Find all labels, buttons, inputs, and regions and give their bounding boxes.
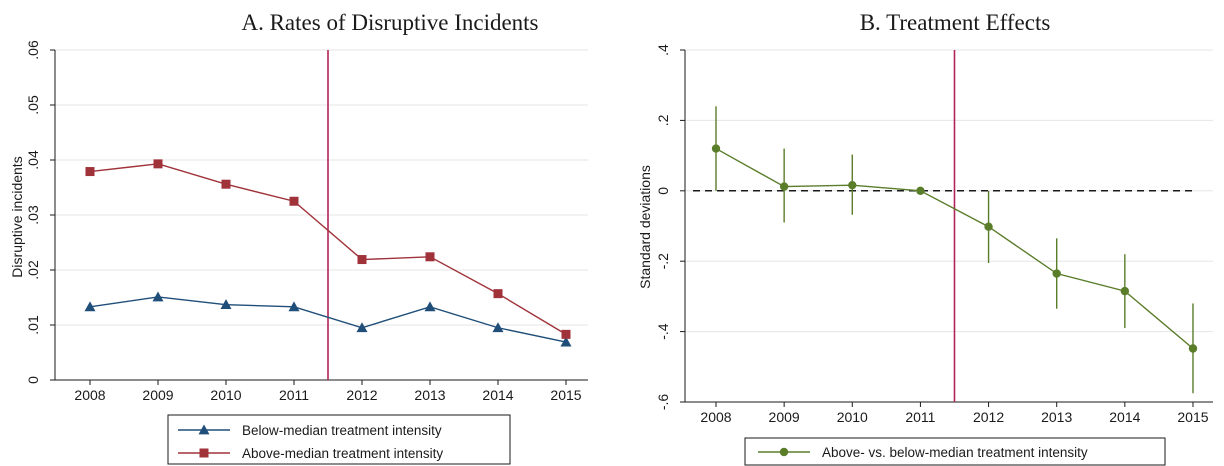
data-point (711, 144, 721, 153)
data-point (356, 322, 368, 333)
data-point (425, 252, 435, 262)
y-tick-label: -.6 (655, 394, 671, 411)
y-tick-label: .05 (25, 95, 41, 115)
data-point (1188, 344, 1198, 353)
data-point (153, 159, 163, 169)
y-tick-label: 0 (655, 187, 671, 195)
panel-b-legend: Above- vs. below-median treatment intens… (744, 437, 1166, 466)
panel-a-gridlines (55, 49, 588, 326)
series-line (715, 147, 1194, 350)
panel-a-legend-entries: Below-median treatment intensity Above-me… (178, 423, 443, 461)
x-tick-label: 2014 (482, 387, 513, 403)
legend-marker (198, 424, 210, 435)
legend-entry: Above- vs. below-median treatment intens… (758, 445, 1088, 460)
x-tick-label: 2009 (142, 387, 173, 403)
panel-b: B. Treatment Effects Standard deviations… (637, 10, 1213, 466)
series-line (89, 163, 567, 335)
series-0 (711, 106, 1198, 394)
y-tick-label: .02 (25, 260, 41, 280)
y-tick-label: .01 (25, 315, 41, 335)
legend-label: Above- vs. below-median treatment intens… (822, 445, 1088, 460)
data-point (152, 291, 164, 302)
data-point (984, 222, 993, 231)
panel-a-series (84, 159, 572, 347)
panel-a-title: A. Rates of Disruptive Incidents (241, 10, 538, 35)
y-tick-label: .04 (25, 150, 41, 170)
data-point (424, 301, 436, 312)
x-tick-label: 2015 (550, 387, 581, 403)
y-tick-label: .03 (25, 205, 41, 225)
x-tick-label: 2013 (414, 387, 445, 403)
panel-b-axes (684, 50, 1213, 403)
data-point (492, 322, 504, 333)
data-point (221, 179, 231, 189)
panel-b-legend-entries: Above- vs. below-median treatment intens… (758, 445, 1088, 460)
legend-label: Above-median treatment intensity (242, 446, 443, 461)
data-point (779, 182, 789, 191)
y-tick-label: .4 (655, 44, 671, 56)
data-point (84, 301, 96, 312)
data-point (288, 301, 300, 312)
panel-a: A. Rates of Disruptive Incidents Disrupt… (9, 10, 588, 465)
panel-a-legend-box (167, 414, 511, 465)
data-point (289, 196, 299, 206)
y-tick-label: .2 (655, 114, 671, 126)
panel-a-legend: Below-median treatment intensity Above-me… (167, 414, 511, 465)
series-line (89, 296, 567, 343)
x-tick-label: 2010 (210, 387, 241, 403)
y-tick-label: .06 (25, 40, 41, 60)
panel-b-title: B. Treatment Effects (860, 10, 1051, 35)
panel-b-y-ticks: -.6 -.4 -.2 0 .2 .4 (655, 44, 685, 410)
series-1 (85, 159, 571, 339)
legend-marker (779, 447, 789, 457)
y-tick-label: -.4 (655, 323, 671, 340)
panel-a-y-axis-label: Disruptive incidents (9, 156, 25, 277)
data-point (220, 299, 232, 310)
data-point (848, 180, 857, 190)
panel-a-y-ticks: 0 .01 .02 .03 .04 .05 .06 (25, 40, 55, 384)
x-tick-label: 2012 (973, 409, 1004, 425)
x-tick-label: 2011 (905, 409, 935, 425)
y-tick-label: 0 (25, 376, 41, 384)
x-tick-label: 2011 (279, 387, 309, 403)
legend-entry: Above-median treatment intensity (178, 446, 443, 461)
data-point (560, 336, 572, 347)
data-point (1120, 286, 1130, 296)
x-tick-label: 2008 (74, 387, 105, 403)
x-tick-label: 2009 (769, 409, 800, 425)
panel-b-y-axis-label: Standard deviations (637, 165, 653, 289)
x-tick-label: 2010 (837, 409, 868, 425)
data-point (916, 186, 925, 195)
panel-a-x-ticks: 2008 2009 2010 2011 2012 2013 2014 2015 (74, 380, 582, 403)
panel-b-legend-box (744, 437, 1166, 466)
x-tick-label: 2014 (1109, 409, 1140, 425)
y-tick-label: -.2 (655, 253, 671, 270)
legend-marker (199, 448, 209, 458)
x-tick-label: 2013 (1041, 409, 1072, 425)
data-point (85, 167, 95, 177)
legend-label: Below-median treatment intensity (242, 423, 442, 438)
x-tick-label: 2015 (1177, 409, 1208, 425)
x-tick-label: 2012 (346, 387, 377, 403)
panel-b-series (711, 106, 1198, 394)
data-point (357, 255, 367, 265)
data-point (1052, 269, 1061, 278)
legend-entry: Below-median treatment intensity (178, 423, 442, 438)
data-point (561, 329, 571, 339)
x-tick-label: 2008 (700, 409, 731, 425)
series-0 (84, 291, 572, 347)
data-point (493, 289, 503, 299)
panel-b-x-ticks: 2008 2009 2010 2011 2012 2013 2014 2015 (700, 402, 1209, 425)
